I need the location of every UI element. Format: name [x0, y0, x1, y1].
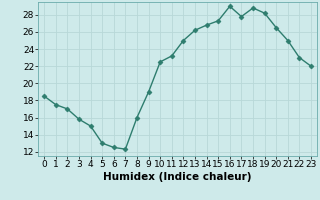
X-axis label: Humidex (Indice chaleur): Humidex (Indice chaleur)	[103, 172, 252, 182]
